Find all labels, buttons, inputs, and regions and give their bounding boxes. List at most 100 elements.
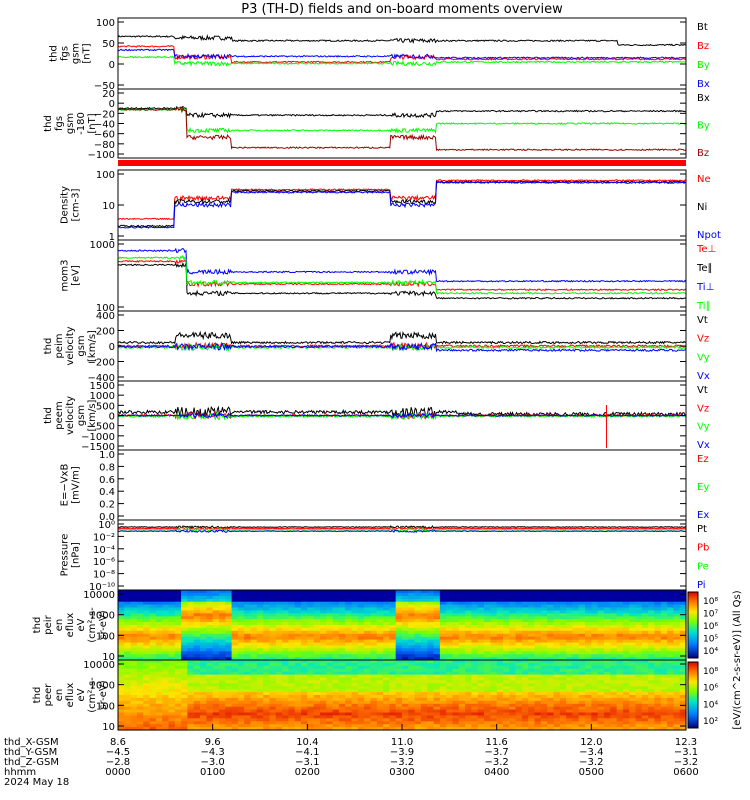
spectro-cell (130, 642, 138, 646)
spectro-cell (673, 625, 681, 629)
spectro-cell (547, 671, 555, 676)
spectro-cell (320, 697, 327, 702)
spectro-cell (118, 660, 125, 664)
legend-entry: Pe (697, 561, 709, 572)
spectro-cell (313, 671, 321, 676)
spectro-cell (566, 657, 573, 661)
spectro-cell (578, 727, 586, 731)
spectro-cell (515, 604, 523, 609)
x-tick-label: 0000 (105, 767, 130, 778)
spectro-cell (553, 595, 561, 600)
spectro-cell (641, 639, 649, 644)
spectro-cell (200, 727, 207, 731)
spectro-cell (307, 627, 315, 632)
spectro-cell (269, 625, 277, 629)
spectro-cell (572, 686, 580, 690)
spectro-cell (629, 686, 637, 690)
spectro-cell (610, 630, 618, 635)
spectro-cell (338, 619, 346, 623)
spectro-cell (452, 625, 460, 629)
y-axis-label-line: velocity (65, 326, 76, 365)
spectro-cell (250, 727, 258, 731)
spectro-cell (496, 671, 504, 676)
spectro-cell (604, 715, 611, 719)
spectro-cell (383, 697, 390, 702)
spectro-cell (471, 715, 479, 719)
spectro-cell (282, 610, 289, 614)
spectro-cell (326, 625, 334, 629)
spectro-cell (174, 700, 182, 705)
spectro-cell (490, 627, 498, 632)
spectro-cell (458, 689, 466, 693)
spectro-cell (326, 630, 334, 635)
spectro-cell (212, 622, 220, 626)
spectro-cell (402, 660, 409, 664)
spectro-cell (332, 700, 340, 705)
spectro-cell (503, 642, 510, 646)
spectro-cell (509, 639, 517, 644)
spectro-cell (263, 613, 271, 617)
series-te-par (117, 261, 687, 300)
spectro-cell (559, 718, 567, 722)
spectro-cell (496, 700, 504, 705)
spectro-cell (269, 601, 277, 606)
spectro-cell (578, 686, 586, 690)
spectro-cell (465, 595, 472, 600)
spectro-cell (332, 654, 340, 658)
spectro-cell (256, 630, 264, 635)
spectro-cell (200, 595, 207, 600)
spectro-cell (610, 604, 618, 609)
spectro-cell (149, 680, 157, 684)
spectro-cell (490, 657, 498, 661)
spectro-cell (231, 695, 239, 699)
spectro-cell (351, 636, 359, 641)
spectro-cell (250, 677, 258, 681)
spectro-cell (553, 724, 561, 728)
spectro-cell (288, 721, 296, 725)
spectro-cell (143, 595, 151, 600)
spectro-cell (237, 642, 245, 646)
spectro-cell (200, 686, 207, 690)
spectro-cell (269, 613, 277, 617)
spectro-cell (490, 695, 498, 699)
spectro-cell (345, 674, 353, 679)
spectro-cell (307, 703, 315, 708)
spectro-cell (402, 654, 409, 658)
spectro-cell (256, 642, 264, 646)
spectro-cell (465, 724, 472, 728)
spectro-cell (118, 665, 125, 670)
spectro-cell (604, 712, 611, 716)
spectro-cell (420, 595, 428, 600)
spectro-cell (370, 709, 378, 714)
spectro-cell (433, 613, 441, 617)
spectro-cell (452, 706, 460, 711)
spectro-cell (364, 671, 371, 676)
spectro-cell (212, 668, 220, 673)
spectro-cell (345, 648, 353, 652)
spectro-cell (547, 721, 555, 725)
spectro-cell (660, 700, 668, 705)
spectro-cell (149, 627, 157, 632)
spectro-cell (521, 692, 529, 696)
spectro-cell (326, 700, 334, 705)
spectro-cell (231, 627, 239, 632)
y-tick-label: 1500 (90, 381, 115, 392)
spectro-cell (244, 622, 252, 626)
spectro-cell (332, 677, 340, 681)
spectro-cell (187, 680, 195, 684)
spectro-cell (155, 590, 163, 594)
spectro-cell (168, 665, 176, 670)
spectro-cell (679, 590, 687, 594)
y-tick-label: −200 (88, 358, 115, 369)
y-tick-label: 0.6 (99, 475, 115, 486)
spectro-cell (559, 683, 567, 687)
spectro-cell (503, 686, 510, 690)
spectro-cell (566, 689, 573, 693)
spectro-cell (534, 607, 542, 611)
spectro-cell (155, 692, 163, 696)
spectro-cell (667, 639, 674, 644)
spectro-cell (585, 613, 592, 617)
spectro-cell (547, 619, 555, 623)
spectro-cell (654, 654, 662, 658)
